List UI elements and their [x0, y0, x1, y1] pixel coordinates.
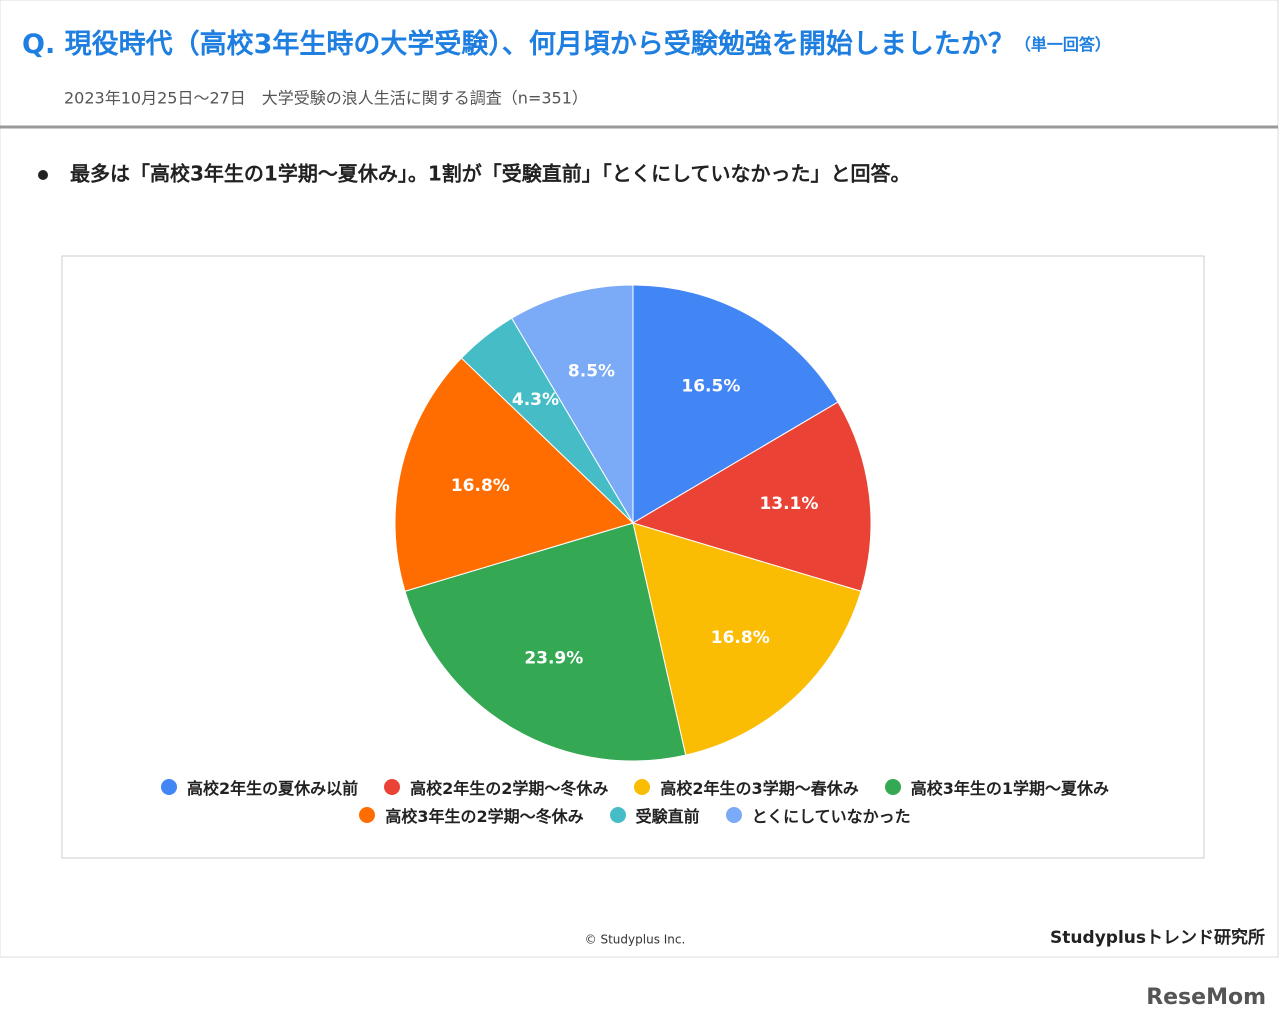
slice-label: 23.9% [524, 649, 583, 669]
watermark: ReseMom [1146, 985, 1266, 1010]
pie-slice [632, 284, 839, 524]
title: Q. 現役時代（高校3年生時の大学受験）、何月頃から受験勉強を開始しましたか？（… [22, 28, 1111, 60]
pie-slice [394, 357, 634, 592]
legend-label: 高校3年生の2学期〜冬休み [385, 807, 584, 826]
slice-label: 8.5% [568, 361, 615, 381]
legend-label: とくにしていなかった [751, 807, 911, 826]
pie: 16.5% 13.1% 16.8% 23.9% 16.8% 4.3% 8.5% [394, 284, 872, 762]
pie-slice [404, 522, 687, 762]
pie-slice [511, 284, 634, 525]
legend-label: 高校2年生の2学期〜冬休み [410, 779, 609, 798]
slice-label: 16.8% [711, 628, 770, 648]
legend: 高校2年生の夏休み以前 高校2年生の2学期〜冬休み 高校2年生の3学期〜春休み 高校3… [90, 776, 1180, 826]
legend-swatch [609, 807, 626, 823]
pie-slice [631, 401, 872, 592]
slice-label: 4.3% [512, 390, 559, 410]
legend-item: 高校3年生の2学期〜冬休み [359, 804, 584, 826]
legend-swatch [161, 779, 177, 795]
legend-item: 高校2年生の夏休み以前 [161, 776, 358, 798]
legend-label: 高校2年生の3学期〜春休み [660, 779, 859, 798]
legend-item: とくにしていなかった [725, 804, 911, 826]
legend-swatch [384, 779, 401, 795]
slice-label: 16.5% [681, 377, 740, 397]
legend-swatch [634, 779, 651, 795]
slice-label: 16.8% [451, 476, 510, 496]
bullet-text: 最多は「高校3年生の1学期〜夏休み」。1割が「受験直前」「とくにしていなかった」… [70, 162, 911, 186]
title-note: （単一回答） [1015, 35, 1111, 54]
pie-slice [632, 522, 862, 756]
legend-swatch [725, 807, 742, 823]
legend-swatch [884, 779, 901, 795]
legend-item: 高校2年生の3学期〜春休み [634, 776, 859, 798]
legend-item: 高校2年生の2学期〜冬休み [384, 776, 608, 798]
brand: Studyplusトレンド研究所 [1050, 927, 1265, 948]
legend-label: 受験直前 [635, 807, 700, 826]
legend-label: 高校2年生の夏休み以前 [187, 779, 359, 798]
legend-label: 高校3年生の1学期〜夏休み [910, 779, 1109, 798]
subtitle: 2023年10月25日〜27日 大学受験の浪人生活に関する調査（n=351） [64, 89, 588, 108]
title-main: Q. 現役時代（高校3年生時の大学受験）、何月頃から受験勉強を開始しましたか？ [22, 28, 1015, 60]
legend-item: 受験直前 [609, 804, 700, 826]
legend-swatch [359, 807, 376, 823]
legend-item: 高校3年生の1学期〜夏休み [884, 776, 1109, 798]
copyright: © Studyplus Inc. [585, 933, 686, 947]
bullet-dot [38, 170, 48, 180]
slice-label: 13.1% [759, 494, 818, 514]
